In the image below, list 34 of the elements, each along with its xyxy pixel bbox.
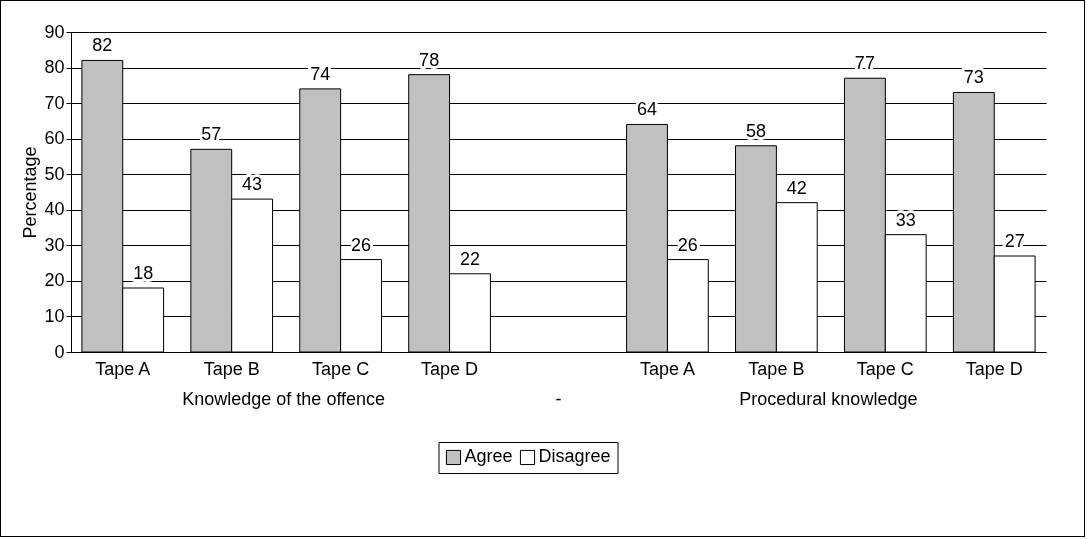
x-tick-label: Tape C: [856, 358, 914, 379]
text: -: [555, 389, 562, 409]
legend-label: Agree: [464, 446, 513, 467]
x-tick-label: Tape C: [312, 358, 370, 379]
y-tick-label: 20: [44, 270, 65, 291]
y-tick-label: 90: [44, 21, 65, 42]
data-label: 82: [92, 35, 113, 56]
x-tick-label: Tape D: [421, 358, 479, 379]
text: Knowledge of the offence: [182, 389, 386, 409]
y-tick-label: 40: [44, 199, 65, 220]
y-tick-label: 70: [44, 92, 65, 113]
y-tick-label: 30: [44, 234, 65, 255]
x-tick-label: Tape A: [95, 358, 151, 379]
data-label: 43: [242, 174, 263, 195]
data-label: 42: [786, 177, 807, 198]
y-tick-label: 0: [54, 341, 65, 362]
x-tick-label: Tape B: [203, 358, 260, 379]
data-label: 58: [745, 120, 766, 141]
y-tick-label: 60: [44, 128, 65, 149]
legend-label: Disagree: [538, 446, 611, 467]
x-tick-label: Tape B: [748, 358, 805, 379]
data-label: 64: [637, 99, 658, 120]
data-label: 33: [895, 209, 916, 230]
data-label: 22: [459, 248, 480, 269]
y-axis-title: Percentage: [20, 146, 41, 239]
x-tick-label: Tape A: [639, 358, 695, 379]
data-label: 18: [133, 263, 154, 283]
text: Procedural knowledge: [739, 389, 918, 409]
y-tick-label: 50: [44, 163, 65, 184]
y-tick-label: 80: [44, 57, 65, 78]
y-tick-label: 10: [44, 305, 65, 326]
data-label: 73: [963, 67, 984, 88]
data-label: 78: [419, 49, 440, 70]
x-tick-label: Tape D: [965, 358, 1023, 379]
